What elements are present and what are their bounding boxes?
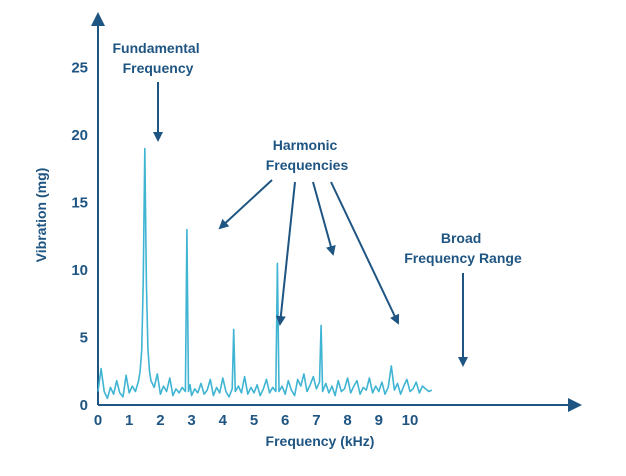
annotation-fundamental-line-1: Fundamental [112, 40, 199, 56]
y-tick-label: 10 [71, 262, 88, 279]
x-axis: 0 1 2 3 4 5 6 7 8 9 10 Frequency (kHz) [94, 398, 582, 449]
y-tick-label: 5 [80, 330, 88, 347]
x-tick-label: 8 [343, 412, 351, 429]
x-tick-labels: 0 1 2 3 4 5 6 7 8 9 10 [94, 412, 419, 429]
y-tick-label: 15 [71, 195, 88, 212]
harmonic-arrow-2 [275, 181, 296, 326]
annotation-broad-line-1: Broad [441, 230, 481, 246]
x-tick-label: 3 [187, 412, 195, 429]
harmonic-arrow-4 [330, 181, 400, 325]
annotation-broad-line-2: Frequency Range [404, 250, 522, 266]
annotation-harmonic-line-2: Frequencies [266, 157, 349, 173]
annotation-fundamental-line-2: Frequency [123, 60, 194, 76]
x-tick-label: 4 [219, 412, 228, 429]
x-tick-label: 9 [375, 412, 383, 429]
svg-text:Broad Frequency Range: Broad Frequency Range [404, 230, 522, 266]
harmonic-arrow-1 [218, 179, 273, 230]
y-axis-title: Vibration (mg) [33, 168, 49, 263]
y-axis: 0 5 10 15 20 25 Vibration (mg) [33, 12, 105, 415]
x-tick-label: 2 [156, 412, 164, 429]
annotation-harmonic-line-1: Harmonic [273, 137, 338, 153]
harmonic-arrow-3 [312, 181, 336, 256]
x-tick-label: 0 [94, 412, 102, 429]
svg-text:Fundamental Frequency: Fundamental Frequency [112, 40, 203, 76]
series-group [97, 147, 433, 400]
y-tick-label: 0 [80, 397, 88, 414]
x-tick-label: 1 [125, 412, 133, 429]
x-tick-label: 7 [312, 412, 320, 429]
annotation-broad: Broad Frequency Range [404, 230, 522, 367]
x-axis-title: Frequency (kHz) [266, 433, 375, 449]
y-tick-label: 20 [71, 127, 88, 144]
spectrum-series-line [97, 147, 433, 400]
annotation-harmonics: Harmonic Frequencies [218, 137, 400, 326]
x-tick-label: 6 [281, 412, 289, 429]
x-tick-label: 10 [402, 412, 419, 429]
y-tick-label: 25 [71, 60, 88, 77]
x-tick-label: 5 [250, 412, 258, 429]
annotation-fundamental: Fundamental Frequency [112, 40, 203, 142]
y-tick-labels: 0 5 10 15 20 25 [71, 60, 88, 415]
svg-text:Harmonic Frequencies: Harmonic Frequencies [266, 137, 349, 173]
